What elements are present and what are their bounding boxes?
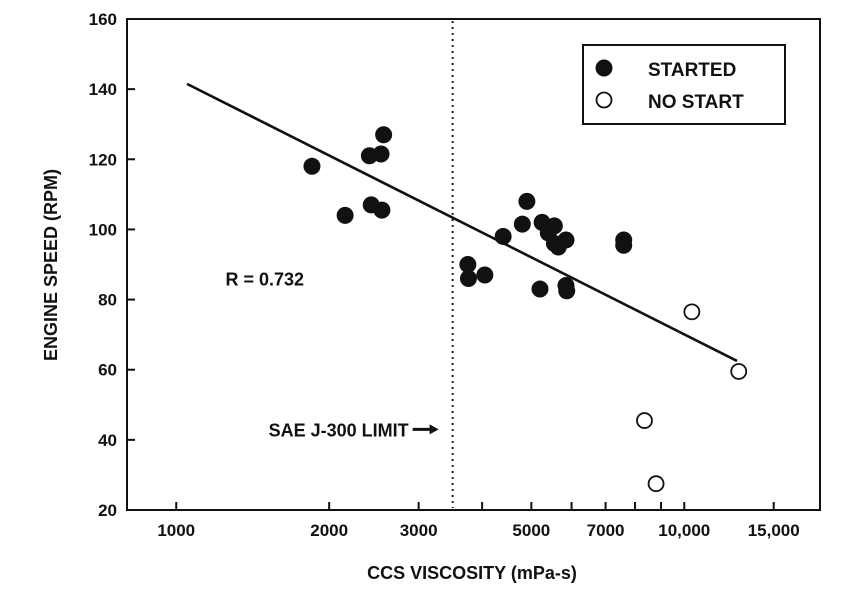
y-tick-label: 160 xyxy=(89,10,117,29)
regression-line-group xyxy=(186,82,738,363)
data-points xyxy=(303,126,748,493)
x-tick-label: 5000 xyxy=(512,521,550,540)
legend-no-start-label: NO START xyxy=(648,92,744,113)
x-axis-title: CCS VISCOSITY (mPa-s) xyxy=(367,563,577,583)
y-tick-label: 120 xyxy=(89,150,117,169)
data-point-started xyxy=(531,280,549,298)
regression-line xyxy=(186,82,738,363)
data-point-started xyxy=(336,206,354,224)
data-point-started xyxy=(303,157,321,175)
legend-no-start-marker xyxy=(595,91,613,109)
data-point-no-start xyxy=(647,475,665,493)
y-tick-label: 20 xyxy=(98,501,117,520)
data-point-started xyxy=(545,217,563,235)
data-point-started xyxy=(372,145,390,163)
data-point-started xyxy=(557,231,575,249)
data-point-started xyxy=(518,192,536,210)
x-tick-label: 2000 xyxy=(310,521,348,540)
legend-box xyxy=(582,44,786,125)
legend-started-label: STARTED xyxy=(648,60,736,81)
y-tick-label: 140 xyxy=(89,80,117,99)
data-point-started xyxy=(558,282,576,300)
x-axis: 1000 2000 3000 5000 7000 10,000 15,000 xyxy=(157,502,800,540)
data-point-started xyxy=(494,227,512,245)
x-tick-label: 3000 xyxy=(400,521,438,540)
y-axis-title: ENGINE SPEED (RPM) xyxy=(41,169,61,361)
y-tick-label: 80 xyxy=(98,291,117,310)
data-point-no-start xyxy=(730,363,748,380)
data-point-started xyxy=(476,266,494,284)
data-point-started xyxy=(375,126,393,144)
data-point-started xyxy=(459,270,477,288)
data-point-started xyxy=(459,256,477,273)
annotations: R = 0.732 SAE J-300 LIMIT xyxy=(225,270,439,440)
correlation-annotation: R = 0.732 xyxy=(225,270,304,290)
data-point-started xyxy=(373,201,391,219)
y-axis: 20 40 60 80 100 120 140 160 xyxy=(89,10,135,520)
data-point-started xyxy=(513,215,531,233)
data-point-started xyxy=(615,236,633,254)
x-tick-label: 1000 xyxy=(157,521,195,540)
x-tick-label: 10,000 xyxy=(658,521,710,540)
y-tick-label: 40 xyxy=(98,431,117,450)
data-point-no-start xyxy=(683,303,701,321)
legend: STARTED NO START xyxy=(582,44,786,125)
x-tick-label: 15,000 xyxy=(748,521,800,540)
data-point-no-start xyxy=(636,412,653,429)
legend-started-marker xyxy=(595,59,613,77)
plot-border xyxy=(126,18,821,511)
sae-limit-arrow xyxy=(412,424,439,435)
plot-area xyxy=(126,18,821,511)
y-tick-label: 60 xyxy=(98,361,117,380)
y-tick-label: 100 xyxy=(89,220,117,239)
x-tick-label: 7000 xyxy=(587,521,625,540)
sae-limit-annotation: SAE J-300 LIMIT xyxy=(269,420,409,440)
